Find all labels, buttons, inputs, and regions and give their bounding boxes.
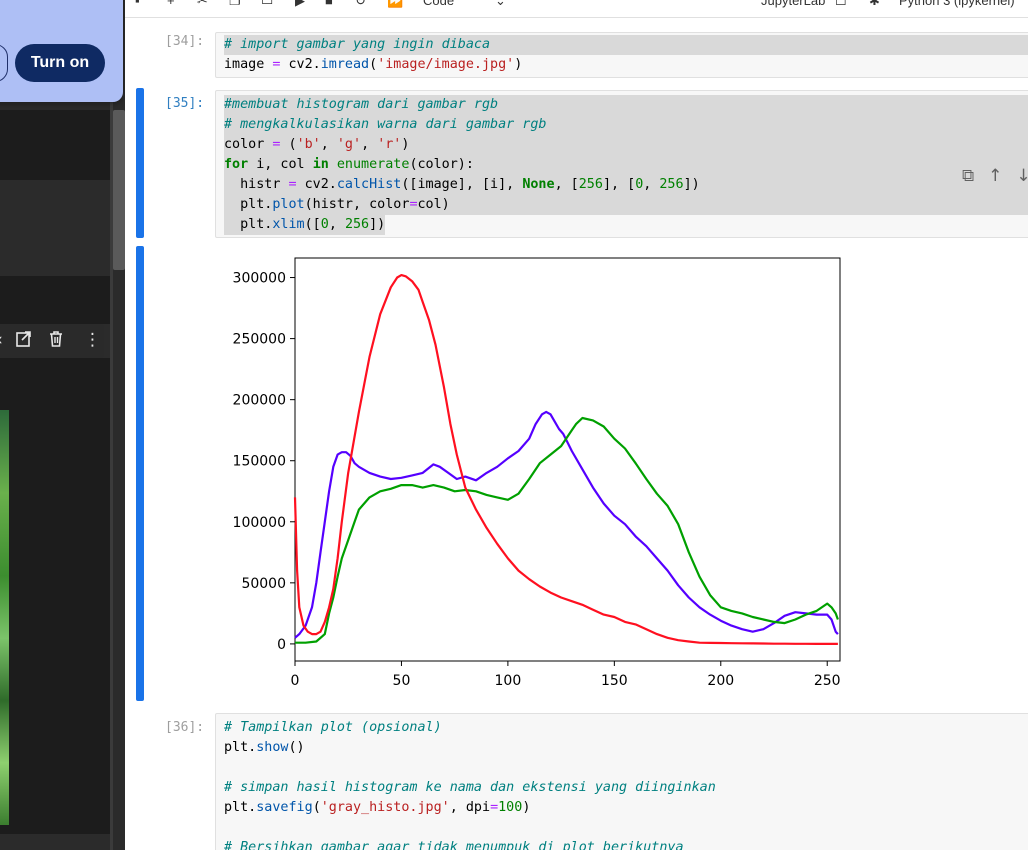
- image-preview-panel: [0, 404, 110, 834]
- code-line: histr = cv2.calcHist([image], [i], None,…: [224, 175, 1028, 195]
- paste-icon[interactable]: ▭: [261, 0, 274, 8]
- y-tick-label: 50000: [241, 576, 286, 592]
- y-tick-label: 250000: [233, 332, 286, 348]
- plot-area: [294, 257, 841, 662]
- y-tick-label: 150000: [233, 454, 286, 470]
- output-collapse-bar[interactable]: [136, 246, 144, 701]
- code-line: plt.savefig('gray_histo.jpg', dpi=100): [224, 800, 531, 815]
- sidebar-block: [0, 276, 110, 324]
- image-toolbar: ‹ ⋮: [0, 324, 104, 358]
- cut-icon[interactable]: ✂: [197, 0, 208, 8]
- code-line: for i, col in enumerate(color):: [224, 155, 1028, 175]
- y-tick-label: 100000: [233, 515, 286, 531]
- add-cell-icon[interactable]: +: [167, 0, 175, 8]
- run-icon[interactable]: ▶: [295, 0, 305, 8]
- chevron-down-icon[interactable]: ⌄: [495, 0, 506, 8]
- code-editor[interactable]: #membuat histogram dari gambar rgb # men…: [224, 95, 1028, 235]
- open-in-new-icon[interactable]: [16, 330, 32, 353]
- code-line: plt.xlim([0, 256]): [224, 215, 386, 235]
- notebook-panel: [34]: # import gambar yang ingin dibaca …: [125, 18, 1028, 850]
- move-down-icon[interactable]: ↓: [1016, 166, 1028, 186]
- code-line: plt.plot(histr, color=col): [224, 195, 1028, 215]
- cell-type-select[interactable]: Code: [423, 0, 455, 8]
- image-preview: [0, 410, 9, 825]
- histogram-line-2: [293, 274, 838, 645]
- code-line: # mengkalkulasikan warna dari gambar rgb: [224, 117, 547, 132]
- turn-on-button[interactable]: Turn on: [15, 44, 105, 82]
- save-icon[interactable]: ▪: [135, 0, 140, 8]
- jupyterlab-link[interactable]: JupyterLab: [761, 0, 826, 8]
- restart-run-all-icon[interactable]: ⏩: [387, 0, 404, 8]
- secondary-button[interactable]: [0, 44, 8, 82]
- active-cell-indicator: [136, 88, 144, 238]
- code-cell-35[interactable]: #membuat histogram dari gambar rgb # men…: [215, 90, 1028, 238]
- cell-prompt: [34]:: [165, 34, 205, 49]
- restart-icon[interactable]: ↻: [355, 0, 366, 8]
- chevron-icon[interactable]: ‹: [0, 330, 3, 350]
- external-link-icon[interactable]: ☐: [835, 0, 847, 8]
- notification-popup: Turn on: [0, 0, 123, 102]
- code-line: # import gambar yang ingin dibaca: [224, 37, 491, 52]
- x-tick-label: 100: [495, 673, 522, 689]
- x-tick-label: 50: [393, 673, 411, 689]
- gear-icon[interactable]: ✱: [869, 0, 880, 8]
- cell-prompt: [35]:: [165, 96, 205, 111]
- y-tick-label: 0: [277, 637, 286, 653]
- code-cell-34[interactable]: # import gambar yang ingin dibaca image …: [215, 32, 1028, 78]
- duplicate-icon[interactable]: ⧉: [962, 166, 975, 186]
- move-up-icon[interactable]: ↑: [988, 166, 1003, 186]
- code-line: # simpan hasil histogram ke nama dan eks…: [224, 780, 716, 795]
- code-editor[interactable]: # import gambar yang ingin dibaca image …: [224, 35, 1028, 75]
- delete-icon[interactable]: [48, 330, 64, 353]
- sidebar-block: [0, 110, 110, 180]
- histogram-line-0: [294, 410, 839, 639]
- cell-prompt: [36]:: [165, 720, 205, 735]
- y-tick-label: 200000: [233, 393, 286, 409]
- histogram-chart: 0 50 100 150 200 250 0 50000 100000 150000 200000 2…: [233, 257, 841, 689]
- code-cell-36[interactable]: # Tampilkan plot (opsional) plt.show() #…: [215, 713, 1028, 850]
- kernel-name[interactable]: Python 3 (ipykernel): [899, 0, 1015, 8]
- more-vertical-icon[interactable]: ⋮: [84, 330, 101, 350]
- scrollbar[interactable]: [113, 110, 125, 270]
- code-line: image = cv2.imread('image/image.jpg'): [224, 57, 523, 72]
- notebook-toolbar: ▪ + ✂ ❐ ▭ ▶ ■ ↻ ⏩ Code ⌄ JupyterLab ☐ ✱ …: [125, 0, 1028, 18]
- y-tick-label: 300000: [233, 271, 286, 287]
- code-line: # Tampilkan plot (opsional): [224, 720, 442, 735]
- sidebar-block: [0, 358, 110, 404]
- code-line: color = ('b', 'g', 'r'): [224, 135, 1028, 155]
- x-tick-label: 250: [814, 673, 841, 689]
- code-line: #membuat histogram dari gambar rgb: [224, 97, 499, 112]
- x-tick-label: 200: [707, 673, 734, 689]
- cell-toolbar: ⧉ ↑ ↓ ⤒ ⤓: [962, 167, 1028, 185]
- x-tick-label: 150: [601, 673, 628, 689]
- histogram-line-1: [295, 416, 839, 644]
- left-sidebar-panel: ‹ ⋮: [0, 0, 125, 850]
- code-editor[interactable]: # Tampilkan plot (opsional) plt.show() #…: [224, 718, 716, 850]
- code-line: plt.show(): [224, 740, 305, 755]
- panel-divider[interactable]: [110, 0, 113, 850]
- x-tick-label: 0: [291, 673, 300, 689]
- copy-icon[interactable]: ❐: [229, 0, 241, 8]
- stop-icon[interactable]: ■: [325, 0, 333, 8]
- code-line: # Bersihkan gambar agar tidak menumpuk d…: [224, 840, 684, 850]
